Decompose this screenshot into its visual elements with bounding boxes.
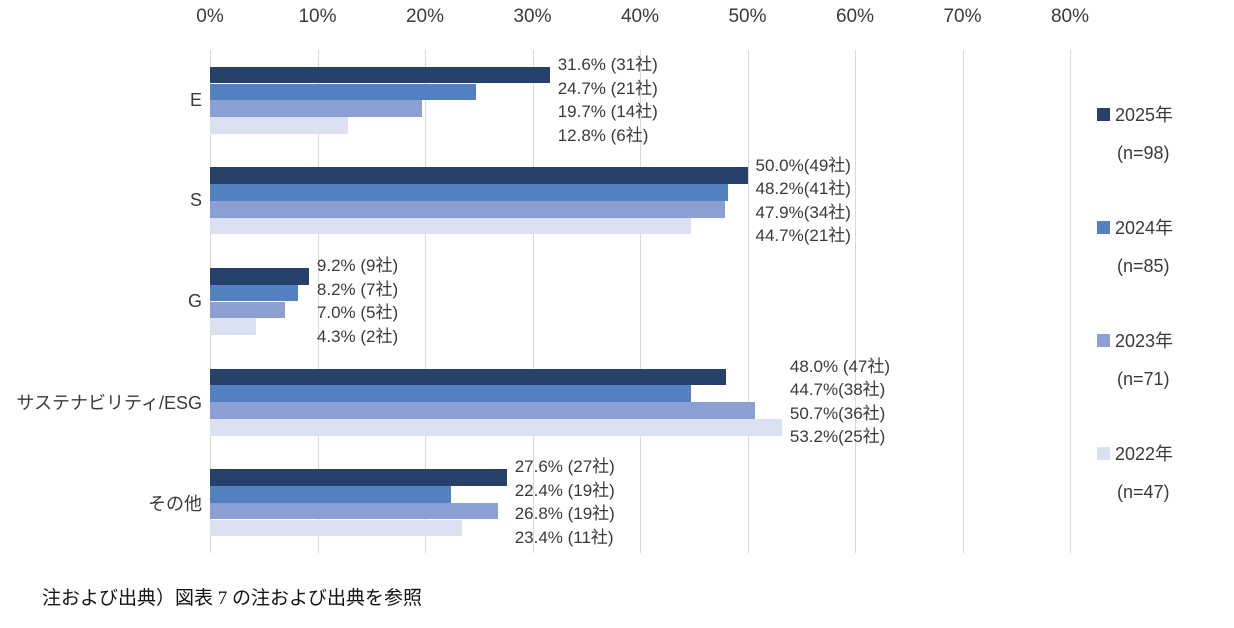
x-axis-tick-label: 70% — [943, 6, 982, 27]
bar-data-label: 24.7% (21社) — [557, 78, 658, 98]
gridline — [962, 50, 964, 553]
bar-data-labels: 50.0%(49社) 48.2%(41社) 47.9%(34社) 44.7%(21社) — [756, 154, 851, 248]
legend-sublabel: (n=47) — [1117, 482, 1170, 502]
bar-data-labels: 9.2% (9社) 8.2% (7社) 7.0% (5社) 4.3% (2社) — [317, 254, 398, 348]
legend-swatch-icon — [1097, 446, 1110, 460]
x-axis-tick-label: 0% — [196, 6, 224, 27]
bar-data-label: 27.6% (27社) — [514, 457, 615, 477]
bar-data-label: 8.2% (7社) — [316, 279, 399, 299]
bar — [210, 318, 257, 336]
legend-item: 2022年 (n=47) — [1097, 440, 1173, 503]
bar — [210, 167, 748, 185]
bar — [210, 519, 462, 537]
bar-data-label: 44.7%(38社) — [789, 380, 886, 400]
bar-data-label: 48.0% (47社) — [789, 356, 891, 376]
gridline — [532, 50, 534, 553]
gridline — [1070, 50, 1071, 553]
x-axis-tick-label: 40% — [620, 6, 660, 27]
gridline — [317, 50, 319, 553]
bar — [210, 267, 309, 285]
gridline — [747, 50, 749, 553]
bar-data-label: 12.8% (6社) — [557, 125, 649, 145]
bar — [210, 217, 691, 235]
bar — [210, 117, 348, 134]
bar — [210, 485, 451, 503]
legend-swatch-icon — [1097, 220, 1110, 234]
bar — [210, 100, 422, 118]
legend-entry: 2024年 — [1097, 214, 1173, 240]
category-label: S — [189, 190, 202, 211]
bar-data-label: 50.0%(49社) — [755, 155, 851, 175]
gridline — [855, 50, 856, 553]
bar — [210, 368, 726, 386]
category-label: その他 — [148, 493, 202, 514]
gridline — [425, 50, 426, 553]
legend-item: 2024年 (n=85) — [1097, 214, 1173, 277]
bar-data-labels: 27.6% (27社) 22.4% (19社) 26.8% (19社) 23.4% (… — [515, 455, 615, 549]
bar-data-label: 22.4% (19社) — [514, 480, 615, 500]
bar-data-label: 9.2% (9社) — [316, 256, 399, 276]
x-axis-tick-label: 80% — [1050, 6, 1090, 27]
bar — [210, 200, 725, 218]
bar — [210, 284, 299, 302]
footer-note: 注および出典）図表 7 の注および出典を参照 — [42, 588, 423, 609]
legend-entry: 2022年 — [1097, 440, 1173, 466]
legend-entry: 2025年 — [1097, 101, 1173, 127]
bar — [210, 301, 286, 319]
legend-item: 2025年 (n=98) — [1097, 101, 1173, 164]
bar — [210, 402, 756, 419]
legend-swatch-icon — [1097, 107, 1110, 121]
bar — [210, 418, 782, 436]
legend-entry: 2023年 — [1097, 327, 1173, 353]
legend-item: 2023年 (n=71) — [1097, 327, 1173, 390]
bar-data-label: 47.9%(34社) — [755, 202, 851, 222]
bar-data-label: 53.2%(25社) — [789, 427, 886, 447]
bar-data-label: 31.6% (31社) — [557, 55, 658, 74]
x-axis-tick-label: 30% — [513, 6, 552, 27]
bar — [210, 385, 691, 403]
legend-label: 2025年 — [1115, 105, 1174, 125]
bar — [210, 66, 550, 84]
bar-data-label: 4.3% (2社) — [316, 326, 399, 346]
x-axis-tick-label: 20% — [405, 6, 445, 27]
x-axis-tick-label: 10% — [298, 6, 337, 27]
bar-data-label: 19.7% (14社) — [557, 102, 658, 121]
x-axis-tick-label: 60% — [835, 6, 875, 27]
bar-data-label: 50.7%(36社) — [789, 403, 886, 423]
legend-sublabel: (n=98) — [1117, 143, 1170, 163]
bar-data-label: 7.0% (5社) — [316, 303, 399, 323]
legend-sublabel: (n=85) — [1117, 256, 1170, 276]
category-label: G — [187, 290, 202, 311]
bar-data-label: 48.2%(41社) — [755, 179, 851, 199]
legend-label: 2022年 — [1115, 444, 1174, 464]
bar-data-labels: 48.0% (47社) 44.7%(38社) 50.7%(36社) 53.2%(25社… — [790, 355, 890, 449]
bar-data-label: 23.4% (11社) — [514, 527, 614, 547]
bar-data-labels: 31.6% (31社) 24.7% (21社) 19.7% (14社) 12.8% (… — [558, 53, 658, 147]
bar-data-label: 26.8% (19社) — [514, 504, 615, 524]
legend-label: 2023年 — [1115, 331, 1174, 351]
category-label: サステナビリティ/ESG — [16, 393, 202, 414]
bar — [210, 502, 499, 520]
legend-label: 2024年 — [1115, 218, 1174, 238]
bar — [210, 469, 507, 486]
category-label: E — [189, 89, 202, 110]
bar-data-label: 44.7%(21社) — [755, 226, 851, 246]
gridline — [640, 50, 641, 553]
legend-sublabel: (n=71) — [1117, 369, 1170, 389]
bar — [210, 83, 476, 101]
bar — [210, 184, 729, 201]
x-axis-tick-label: 50% — [728, 6, 767, 27]
legend-swatch-icon — [1097, 333, 1110, 347]
